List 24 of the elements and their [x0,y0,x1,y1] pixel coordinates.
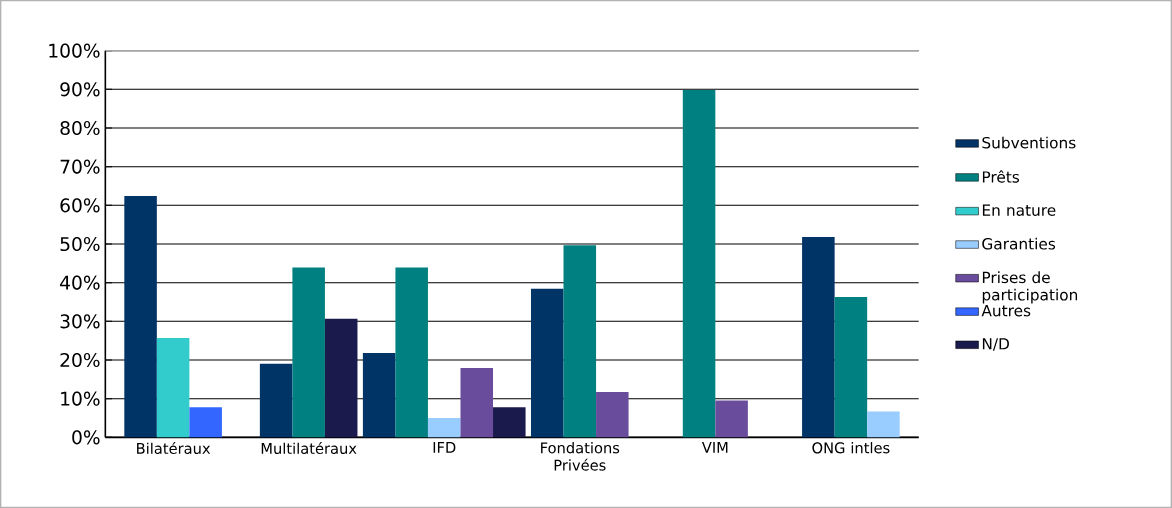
y-tick-label: 70% [60,159,100,174]
y-tick-label: 0% [72,430,100,445]
y-tick-label: 100% [49,43,100,58]
x-tick-label: Fondations Privées [541,442,620,471]
y-tick-label: 50% [60,236,100,252]
legend-label: En nature [982,204,1056,216]
y-tick-label: 40% [60,275,100,290]
legend-label: Subventions [982,136,1076,149]
x-tick-label: VIM [701,442,728,453]
x-tick-label: IFD [433,442,456,453]
x-tick-label: Multilatéraux [261,442,357,454]
x-tick-label: Bilatéraux [137,442,211,454]
legend-label: Garanties [982,237,1056,250]
x-tick-label: ONG intles [812,442,890,454]
y-tick-label: 30% [60,314,100,329]
y-tick-label: 10% [61,391,100,406]
legend-label: N/D [982,338,1009,351]
y-tick-label: 20% [60,352,100,368]
legend-label: Prises de participation [982,271,1078,304]
y-tick-label: 60% [60,198,100,213]
legend-label: Autres [981,305,1031,317]
y-tick-label: 90% [60,82,100,97]
y-tick-label: 80% [60,120,100,136]
legend-label: Prêts [982,170,1020,183]
